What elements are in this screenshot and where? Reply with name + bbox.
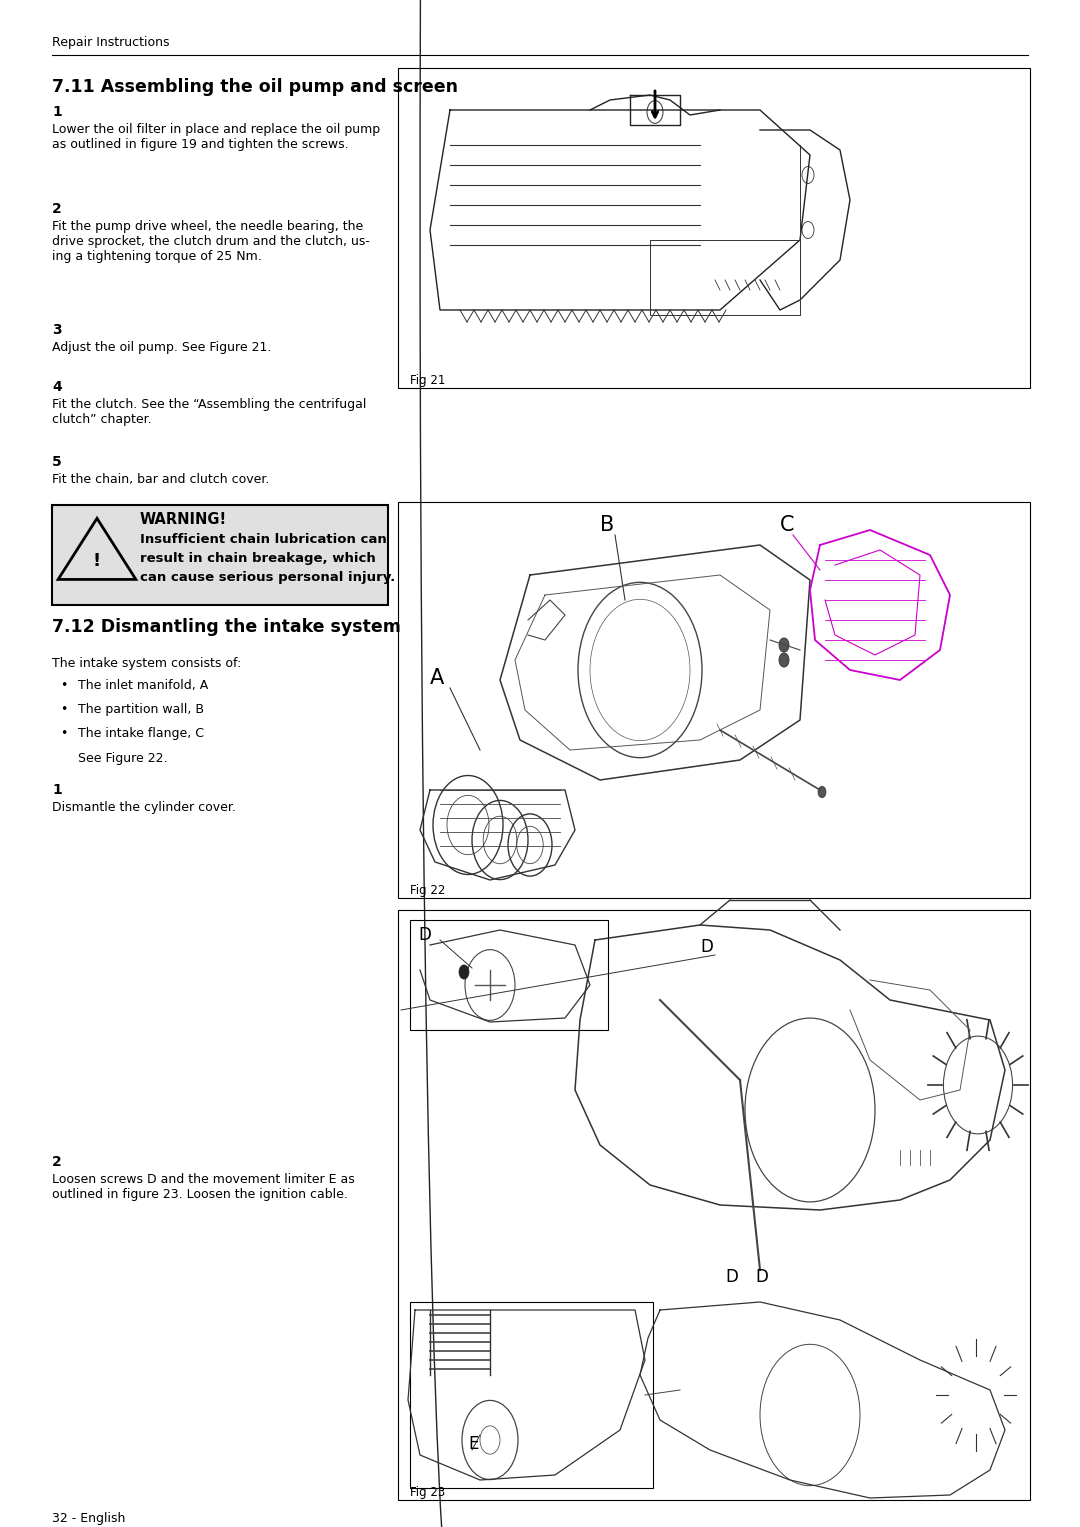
Text: !: ! bbox=[93, 553, 102, 570]
FancyBboxPatch shape bbox=[399, 69, 1030, 388]
Text: A: A bbox=[430, 667, 444, 689]
Text: Dismantle the cylinder cover.: Dismantle the cylinder cover. bbox=[52, 802, 235, 814]
Text: Adjust the oil pump. See Figure 21.: Adjust the oil pump. See Figure 21. bbox=[52, 341, 271, 354]
Text: D: D bbox=[755, 1267, 768, 1286]
Circle shape bbox=[779, 638, 789, 652]
Text: Insufficient chain lubrication can
result in chain breakage, which
can cause ser: Insufficient chain lubrication can resul… bbox=[140, 533, 395, 583]
Text: D: D bbox=[700, 938, 713, 956]
Text: 32 - English: 32 - English bbox=[52, 1512, 125, 1525]
FancyBboxPatch shape bbox=[52, 505, 388, 605]
Text: •: • bbox=[60, 702, 67, 716]
Text: Fit the clutch. See the “Assembling the centrifugal
clutch” chapter.: Fit the clutch. See the “Assembling the … bbox=[52, 399, 366, 426]
Text: See Figure 22.: See Figure 22. bbox=[78, 751, 167, 765]
Text: The intake system consists of:: The intake system consists of: bbox=[52, 657, 241, 670]
Text: 1: 1 bbox=[52, 105, 62, 119]
Text: The intake flange, C: The intake flange, C bbox=[78, 727, 204, 741]
Text: WARNING!: WARNING! bbox=[140, 512, 227, 527]
FancyBboxPatch shape bbox=[410, 1303, 653, 1487]
Text: Lower the oil filter in place and replace the oil pump
as outlined in figure 19 : Lower the oil filter in place and replac… bbox=[52, 124, 380, 151]
FancyBboxPatch shape bbox=[410, 919, 608, 1031]
Text: The partition wall, B: The partition wall, B bbox=[78, 702, 204, 716]
Text: 3: 3 bbox=[52, 324, 62, 337]
FancyBboxPatch shape bbox=[399, 502, 1030, 898]
Text: Fit the chain, bar and clutch cover.: Fit the chain, bar and clutch cover. bbox=[52, 473, 269, 486]
Text: E: E bbox=[468, 1435, 478, 1454]
Text: Fig 21: Fig 21 bbox=[410, 374, 445, 386]
Circle shape bbox=[459, 965, 469, 979]
Text: Loosen screws D and the movement limiter E as
outlined in figure 23. Loosen the : Loosen screws D and the movement limiter… bbox=[52, 1173, 354, 1202]
Text: The inlet manifold, A: The inlet manifold, A bbox=[78, 680, 208, 692]
Text: 2: 2 bbox=[52, 1154, 62, 1170]
Text: Fig 22: Fig 22 bbox=[410, 884, 445, 896]
Text: 1: 1 bbox=[52, 783, 62, 797]
Text: Fig 23: Fig 23 bbox=[410, 1486, 445, 1500]
Text: D: D bbox=[418, 925, 431, 944]
Text: D: D bbox=[725, 1267, 738, 1286]
Circle shape bbox=[779, 654, 789, 667]
Text: 5: 5 bbox=[52, 455, 62, 469]
Text: B: B bbox=[600, 515, 615, 534]
FancyBboxPatch shape bbox=[399, 910, 1030, 1500]
Text: Repair Instructions: Repair Instructions bbox=[52, 37, 170, 49]
Text: •: • bbox=[60, 727, 67, 741]
Text: 4: 4 bbox=[52, 380, 62, 394]
Circle shape bbox=[818, 786, 826, 797]
Text: •: • bbox=[60, 680, 67, 692]
Text: C: C bbox=[780, 515, 795, 534]
Text: 7.11 Assembling the oil pump and screen: 7.11 Assembling the oil pump and screen bbox=[52, 78, 458, 96]
Text: 2: 2 bbox=[52, 202, 62, 215]
Text: Fit the pump drive wheel, the needle bearing, the
drive sprocket, the clutch dru: Fit the pump drive wheel, the needle bea… bbox=[52, 220, 369, 263]
Text: 7.12 Dismantling the intake system: 7.12 Dismantling the intake system bbox=[52, 618, 401, 637]
